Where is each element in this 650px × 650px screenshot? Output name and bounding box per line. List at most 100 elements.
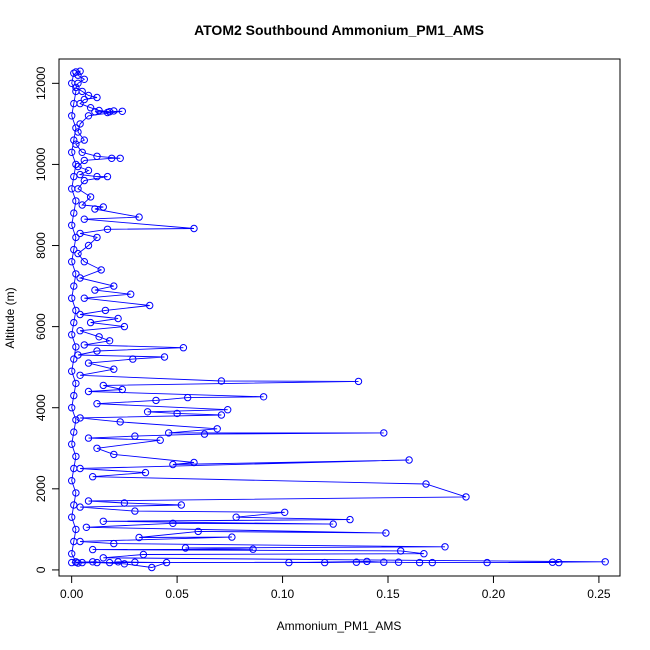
data-point [68, 558, 76, 567]
data-point [84, 497, 93, 505]
data-point [213, 425, 221, 433]
data-point [86, 318, 95, 327]
data-point [110, 539, 118, 548]
data-point [110, 365, 118, 373]
data-point [118, 385, 127, 394]
data-point [68, 477, 76, 485]
data-point [91, 286, 99, 294]
data-point [70, 391, 78, 400]
data-point [84, 91, 93, 100]
data-point [68, 294, 76, 302]
data-point [78, 148, 86, 157]
data-point [114, 314, 122, 323]
data-point [80, 258, 89, 266]
data-point [99, 517, 108, 525]
data-point [68, 440, 76, 448]
data-point [259, 393, 268, 401]
data-point [70, 537, 78, 546]
data-point [420, 550, 428, 558]
data-point [428, 558, 436, 567]
y-tick-label: 12000 [34, 66, 48, 100]
data-point [131, 507, 139, 515]
data-point [131, 432, 139, 440]
data-point [70, 172, 78, 181]
chart-title: ATOM2 Southbound Ammonium_PM1_AMS [194, 22, 484, 38]
data-point [382, 529, 390, 537]
data-point [380, 429, 388, 437]
data-point [93, 93, 101, 102]
data-point [76, 274, 84, 282]
data-point [105, 337, 114, 345]
data-point [483, 558, 491, 567]
data-point [70, 501, 78, 509]
data-point [169, 519, 177, 527]
data-point [462, 493, 470, 501]
data-point [74, 71, 82, 79]
data-point [217, 411, 226, 419]
y-tick-label: 10000 [34, 147, 48, 181]
data-point [72, 452, 80, 461]
data-point [120, 560, 129, 568]
data-point [162, 558, 171, 567]
data-point [76, 327, 84, 335]
data-point [70, 136, 78, 144]
data-point [103, 225, 112, 234]
y-tick-label: 2000 [34, 475, 48, 502]
data-point [68, 221, 76, 230]
data-point [555, 558, 563, 567]
data-point [103, 172, 112, 181]
data-point [190, 458, 198, 467]
data-point [165, 429, 173, 437]
data-point [146, 301, 154, 310]
data-point [397, 547, 405, 555]
data-point [68, 513, 76, 521]
x-axis-label: Ammonium_PM1_AMS [277, 619, 402, 633]
data-point [84, 112, 93, 120]
data-point [68, 550, 76, 558]
data-point [285, 558, 293, 567]
data-point [68, 331, 76, 339]
data-point [70, 209, 78, 217]
data-point [405, 456, 413, 464]
data-point [70, 99, 78, 108]
data-point [110, 450, 118, 459]
data-point [394, 558, 403, 566]
data-point [68, 148, 76, 157]
data-point [181, 544, 190, 552]
data-point [200, 430, 209, 438]
data-point [105, 558, 114, 567]
data-point [72, 233, 80, 242]
data-point [72, 306, 80, 315]
data-point [89, 558, 97, 566]
data-point [116, 154, 124, 163]
x-axis: 0.00 0.05 0.10 0.15 0.20 0.25 [60, 575, 611, 601]
data-point [80, 75, 89, 84]
data-point [120, 499, 129, 507]
data-point [70, 69, 78, 77]
data-point [80, 95, 89, 104]
data-point [127, 290, 135, 298]
data-point [194, 527, 202, 536]
data-point [91, 108, 99, 116]
data-point [363, 557, 371, 566]
data-point [95, 106, 103, 115]
data-point [72, 489, 80, 497]
y-axis: 0 2000 4000 6000 8000 10000 12000 [34, 66, 60, 573]
data-point [415, 558, 424, 567]
data-point [93, 233, 101, 242]
data-point [72, 558, 80, 566]
data-point [91, 205, 99, 213]
data-point [84, 241, 93, 250]
data-point [76, 414, 84, 422]
data-point [131, 558, 139, 566]
data-point [97, 266, 105, 274]
data-point [89, 545, 97, 554]
data-point [190, 224, 198, 233]
data-point [70, 464, 78, 473]
data-point [84, 166, 93, 175]
data-point [249, 545, 257, 553]
data-point [422, 480, 430, 488]
data-point [95, 333, 103, 341]
data-point [76, 120, 84, 128]
data-point [70, 245, 78, 254]
